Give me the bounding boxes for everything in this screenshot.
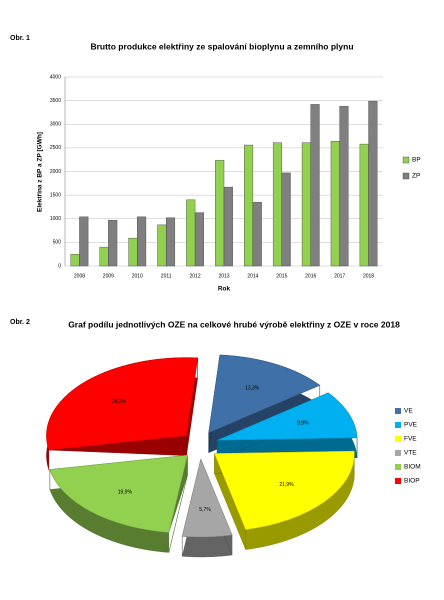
x-tick-label: 2008 (74, 273, 85, 279)
y-tick-label: 2000 (50, 169, 61, 175)
legend-swatch (402, 172, 410, 180)
slice (217, 392, 358, 441)
chart-title: Graf podílu jednotlivých OZE na celkové … (68, 319, 400, 329)
y-tick-label: 3500 (50, 98, 61, 104)
legend-swatch (395, 478, 401, 484)
bar (252, 202, 262, 267)
x-tick-label: 2012 (190, 273, 201, 279)
slice (208, 354, 321, 434)
value-label: 9,9% (297, 421, 309, 427)
bar (330, 141, 340, 267)
bar (137, 216, 147, 267)
bar (194, 212, 204, 267)
slice (181, 458, 233, 538)
bar (186, 199, 196, 267)
slice (46, 357, 198, 451)
value-label: 21,9% (279, 482, 294, 488)
bar (244, 144, 254, 267)
value-label: 29,2% (112, 399, 127, 405)
legend-label: FVE (404, 436, 417, 443)
y-tick-label: 0 (58, 263, 61, 269)
bar (339, 106, 349, 267)
slice (214, 450, 355, 530)
value-label: 5,7% (199, 507, 211, 513)
value-label: 13,3% (245, 385, 260, 391)
x-tick-label: 2016 (305, 273, 316, 279)
x-tick-label: 2015 (276, 273, 287, 279)
legend-swatch (395, 450, 401, 456)
legend-label: VE (404, 408, 413, 415)
x-tick-label: 2009 (103, 273, 114, 279)
bar (368, 100, 378, 267)
x-tick-label: 2018 (363, 273, 374, 279)
y-axis-label: Elektřina z BP a ZP [GWh] (37, 132, 44, 212)
x-axis-label: Rok (218, 286, 231, 293)
bar (272, 142, 283, 267)
legend-label: BP (412, 157, 421, 164)
bar (157, 224, 167, 267)
legend-swatch (395, 464, 401, 470)
bar (301, 142, 311, 267)
y-tick-label: 1000 (50, 216, 61, 222)
bar (359, 143, 369, 267)
legend-swatch (402, 156, 410, 164)
y-tick-label: 2500 (50, 145, 61, 151)
legend-label: PVE (404, 422, 418, 429)
y-tick-label: 3000 (50, 122, 61, 128)
legend-swatch (395, 408, 401, 414)
bar (79, 216, 89, 267)
value-label: 19,9% (118, 489, 133, 495)
bar (108, 219, 118, 267)
x-tick-label: 2010 (132, 273, 143, 279)
figure-label: Obr. 2 (10, 319, 30, 326)
x-tick-label: 2011 (161, 273, 172, 279)
y-tick-label: 500 (53, 240, 62, 246)
figure-label: Obr. 1 (10, 35, 30, 42)
bar (99, 246, 109, 267)
bar (215, 159, 225, 267)
y-tick-label: 1500 (50, 192, 61, 198)
x-tick-label: 2017 (334, 273, 345, 279)
bar (310, 104, 320, 267)
bar (128, 237, 138, 267)
legend-swatch (395, 436, 401, 442)
legend-swatch (395, 422, 401, 428)
bar (165, 217, 176, 267)
bar (70, 253, 80, 267)
slice (49, 454, 188, 533)
legend-label: VTE (404, 450, 417, 457)
legend-label: BIOP (404, 478, 420, 485)
chart-title: Brutto produkce elektřiny ze spalování b… (90, 41, 353, 51)
bar (223, 186, 233, 267)
x-tick-label: 2014 (247, 273, 258, 279)
x-tick-label: 2013 (218, 273, 229, 279)
y-tick-label: 4000 (50, 74, 61, 80)
bar (281, 172, 291, 267)
legend-label: ZP (412, 173, 420, 180)
legend-label: BIOM (404, 464, 421, 471)
